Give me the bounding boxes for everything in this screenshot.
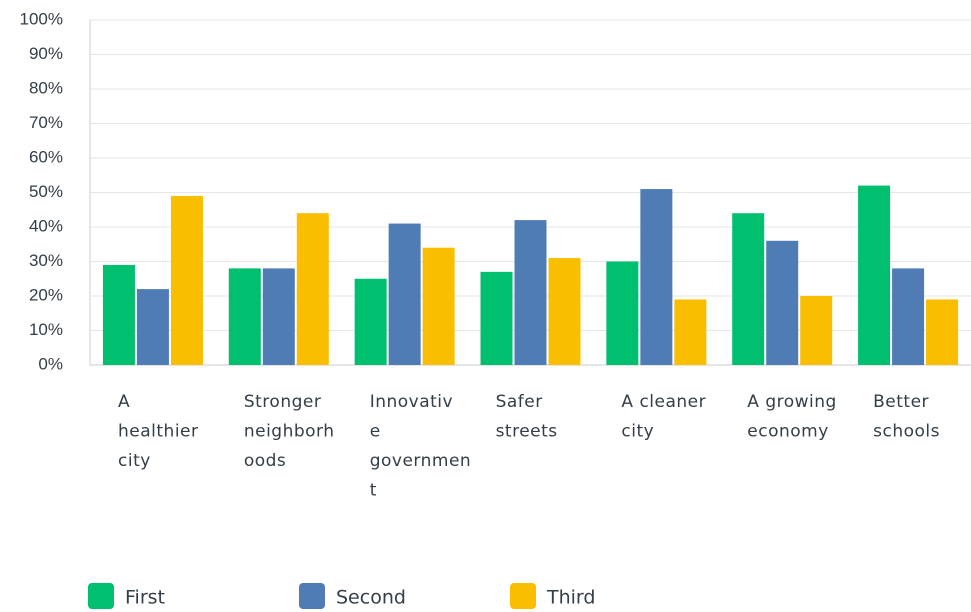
y-tick-label: 20% [29,285,63,304]
x-tick-line: t [370,481,377,501]
bar [892,268,925,365]
legend-swatch [88,583,114,609]
bar [766,240,799,365]
y-tick-label: 80% [29,78,63,97]
x-tick-line: Safer [496,392,543,412]
x-tick-line: e [370,422,381,442]
bar [640,189,673,365]
bar [732,213,765,365]
legend-swatch [299,583,325,609]
y-tick-label: 40% [29,216,63,235]
bar [800,296,833,365]
x-tick-label: Better schools [873,392,940,442]
y-tick-label: 30% [29,251,63,270]
x-tick-line: Better [873,392,929,412]
y-tick-label: 0% [38,354,63,373]
bar [136,289,169,365]
x-tick-label: A cleaner city [621,392,706,442]
x-tick-line: A cleaner [621,392,706,412]
x-tick-line: economy [747,422,829,442]
y-tick-label: 10% [29,320,63,339]
x-tick-line: healthier [118,422,199,442]
bar [422,247,455,365]
x-tick-line: Innovativ [370,392,453,412]
x-tick-line: streets [496,422,558,442]
bar [858,185,891,365]
x-tick-line: schools [873,422,940,442]
x-tick-line: neighborh [244,422,335,442]
y-tick-label: 70% [29,113,63,132]
bar [228,268,261,365]
x-tick-line: city [621,422,654,442]
bar [102,264,135,365]
y-tick-label: 100% [20,9,63,28]
bar [514,220,547,365]
x-tick-label: Innovativ e governmen t [370,392,471,501]
x-tick-line: oods [244,451,286,471]
x-tick-line: governmen [370,451,471,471]
bar [606,261,639,365]
bar [388,223,421,365]
bar [926,299,959,365]
y-tick-label: 50% [29,182,63,201]
bar [354,278,387,365]
x-tick-line: A growing [747,392,837,412]
x-tick-line: Stronger [244,392,322,412]
legend-label: Second [336,587,406,609]
bar [674,299,707,365]
bar [262,268,295,365]
legend-swatch [510,583,536,609]
x-tick-label: Safer streets [496,392,558,442]
x-tick-line: city [118,451,151,471]
legend-label: First [125,587,165,609]
x-tick-label: A growing economy [747,392,837,442]
x-tick-line: A [118,392,130,412]
bar [296,213,329,365]
x-tick-label: Stronger neighborh oods [244,392,335,471]
bar [170,195,203,365]
bar [480,271,513,365]
y-tick-label: 90% [29,44,63,63]
y-tick-label: 60% [29,147,63,166]
legend-label: Third [546,587,595,609]
bar [548,258,581,365]
